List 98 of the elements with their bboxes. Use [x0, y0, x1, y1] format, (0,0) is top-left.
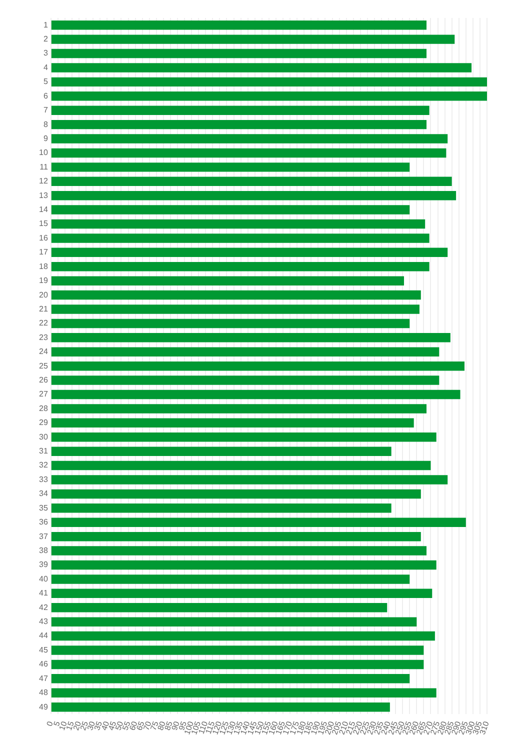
y-tick-label: 26	[38, 376, 48, 384]
bar	[51, 475, 448, 484]
y-tick-label: 3	[43, 48, 48, 58]
bar	[51, 333, 450, 342]
y-tick-label: 8	[43, 120, 48, 129]
y-tick-label: 39	[38, 560, 48, 570]
y-tick-label: 11	[40, 162, 48, 172]
bar	[51, 276, 404, 286]
bar	[51, 120, 427, 130]
y-tick-label: 29	[38, 418, 48, 428]
y-tick-label: 42	[38, 602, 48, 612]
y-tick-label: 22	[38, 318, 48, 328]
bar	[51, 92, 487, 101]
bar	[51, 361, 464, 371]
bar	[51, 404, 427, 414]
bar	[51, 603, 388, 612]
y-tick-label: 33	[38, 474, 48, 484]
bar	[51, 148, 446, 158]
y-tick-label: 7	[43, 106, 48, 115]
bar	[51, 190, 456, 200]
bar	[51, 205, 410, 214]
bar	[51, 134, 448, 144]
y-tick-label: 41	[38, 588, 48, 598]
bar	[51, 176, 452, 186]
y-tick-label: 13	[38, 190, 48, 200]
y-tick-label: 49	[38, 702, 48, 712]
y-tick-label: 9	[43, 134, 48, 143]
y-tick-label: 21	[38, 304, 48, 314]
bar	[51, 347, 440, 356]
y-tick-label: 32	[38, 460, 48, 470]
y-tick-label: 20	[38, 290, 48, 300]
bar	[51, 219, 426, 229]
bar	[51, 248, 448, 258]
y-tick-label: 25	[38, 361, 48, 370]
bar	[51, 162, 410, 172]
y-tick-label: 6	[43, 91, 48, 100]
bar	[51, 20, 427, 30]
y-tick-label: 44	[38, 631, 48, 640]
bar	[51, 234, 430, 243]
y-tick-label: 14	[38, 205, 48, 214]
y-tick-label: 12	[38, 176, 48, 186]
bar	[51, 674, 410, 684]
y-tick-label: 4	[43, 62, 48, 72]
y-tick-label: 23	[38, 332, 48, 342]
y-tick-label: 28	[38, 404, 48, 413]
bar	[51, 48, 427, 58]
y-tick-label: 19	[38, 276, 48, 286]
bar	[51, 446, 392, 456]
y-tick-label: 35	[38, 503, 48, 512]
y-tick-label: 40	[38, 574, 48, 584]
y-tick-label: 47	[38, 674, 48, 683]
y-tick-label: 38	[38, 546, 48, 555]
bar	[51, 646, 424, 655]
y-tick-label: 18	[38, 262, 48, 271]
y-tick-label: 43	[38, 617, 48, 626]
bar	[51, 304, 420, 314]
y-tick-label: 31	[38, 446, 48, 456]
bar	[51, 390, 460, 400]
bar	[51, 418, 414, 428]
y-tick-label: 36	[38, 518, 48, 527]
y-tick-label: 45	[38, 645, 48, 654]
bar	[51, 63, 472, 72]
bar	[51, 432, 436, 442]
bar	[51, 518, 466, 527]
y-tick-label: 24	[38, 347, 48, 356]
y-tick-label: 2	[43, 34, 48, 44]
y-tick-label: 16	[38, 233, 48, 242]
bar	[51, 77, 487, 87]
y-tick-label: 15	[38, 219, 48, 228]
bar	[51, 106, 430, 115]
bar	[51, 617, 417, 626]
bar	[51, 574, 410, 584]
bar	[51, 546, 427, 556]
y-tick-label: 5	[43, 77, 48, 86]
bar	[51, 588, 432, 598]
y-tick-label: 34	[38, 489, 48, 498]
bar	[51, 290, 421, 300]
y-tick-label: 1	[43, 20, 48, 30]
y-tick-label: 46	[38, 660, 48, 669]
bar	[51, 688, 436, 698]
y-tick-label: 17	[38, 248, 48, 257]
y-tick-label: 37	[38, 532, 48, 541]
bar	[51, 560, 436, 570]
bar	[51, 318, 410, 328]
y-tick-label: 48	[38, 688, 48, 698]
bar	[51, 489, 421, 499]
bar	[51, 262, 430, 272]
bar	[51, 702, 390, 712]
bar	[51, 660, 424, 670]
bar	[51, 532, 421, 542]
bar	[51, 631, 435, 641]
y-tick-label: 30	[38, 432, 48, 442]
bar	[51, 460, 431, 470]
bar	[51, 34, 455, 44]
y-tick-label: 27	[38, 390, 48, 399]
bar	[51, 504, 392, 513]
y-tick-label: 10	[38, 148, 48, 158]
bar	[51, 376, 440, 385]
